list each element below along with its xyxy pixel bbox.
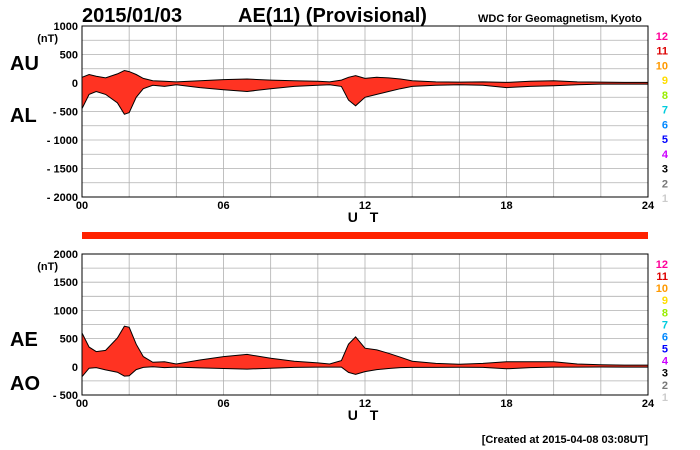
station-count-6: 6 — [662, 331, 668, 343]
au-label: AU — [10, 53, 39, 75]
station-count-4: 4 — [662, 149, 669, 161]
y-tick-label: - 500 — [53, 107, 78, 119]
unit-label-bottom: (nT) — [37, 261, 58, 273]
y-tick-label: - 1000 — [47, 135, 78, 147]
y-tick-label: 2000 — [54, 249, 78, 261]
station-count-4: 4 — [662, 356, 669, 368]
index-title: AE(11) (Provisional) — [238, 5, 427, 27]
y-tick-label: 0 — [72, 78, 78, 90]
created-timestamp: [Created at 2015-04-08 03:08UT] — [482, 434, 649, 446]
y-tick-label: 1000 — [54, 305, 78, 317]
station-scale-top: 12 11 10 9 8 7 6 5 4 3 2 1 — [656, 31, 669, 205]
series-line-ae — [81, 325, 648, 366]
station-count-3: 3 — [662, 164, 668, 176]
al-label: AL — [10, 105, 37, 127]
x-tick-label: 00 — [76, 398, 88, 410]
x-tick-label: 06 — [217, 398, 229, 410]
station-count-2: 2 — [662, 178, 668, 190]
station-count-9: 9 — [662, 295, 668, 307]
station-count-12: 12 — [656, 31, 668, 43]
station-count-6: 6 — [662, 119, 668, 131]
station-count-11: 11 — [656, 46, 668, 58]
station-count-2: 2 — [662, 380, 668, 392]
station-count-7: 7 — [662, 319, 668, 331]
station-count-8: 8 — [662, 307, 668, 319]
x-tick-label: 24 — [642, 200, 655, 212]
area-fill-ae-ao — [82, 326, 648, 377]
series-line-ao — [81, 366, 648, 378]
station-count-9: 9 — [662, 75, 668, 87]
y-tick-label: 0 — [72, 362, 78, 374]
station-count-1: 1 — [662, 392, 668, 404]
x-tick-label: 12 — [359, 200, 371, 212]
y-tick-label: - 500 — [53, 390, 78, 402]
y-tick-label: 1500 — [54, 277, 78, 289]
station-count-5: 5 — [662, 134, 668, 146]
x-axis-label-top: U T — [348, 209, 383, 225]
station-count-11: 11 — [656, 271, 668, 283]
station-count-12: 12 — [656, 259, 668, 271]
ae-label: AE — [10, 329, 38, 351]
y-tick-label: - 2000 — [47, 192, 78, 204]
separator-band — [82, 232, 648, 239]
x-tick-label: 18 — [500, 398, 512, 410]
station-count-5: 5 — [662, 344, 668, 356]
station-count-10: 10 — [656, 283, 668, 295]
x-tick-label: 06 — [217, 200, 229, 212]
source-label: WDC for Geomagnetism, Kyoto — [478, 13, 642, 25]
y-tick-label: - 1500 — [47, 164, 78, 176]
y-tick-label: 1000 — [54, 21, 78, 33]
plot-frame — [81, 25, 649, 198]
station-count-10: 10 — [656, 60, 668, 72]
date-title: 2015/01/03 — [82, 5, 182, 27]
station-count-3: 3 — [662, 368, 668, 380]
series-line-al — [81, 83, 648, 115]
station-count-1: 1 — [662, 193, 668, 205]
x-tick-label: 24 — [642, 398, 655, 410]
series-line-au — [81, 69, 648, 83]
station-count-8: 8 — [662, 90, 668, 102]
y-tick-label: 500 — [60, 334, 78, 346]
x-tick-label: 12 — [359, 398, 371, 410]
x-tick-label: 18 — [500, 200, 512, 212]
station-count-7: 7 — [662, 105, 668, 117]
x-axis-label-bottom: U T — [348, 407, 383, 423]
au-al-panel: (nT) AU AL U T 1000 500 0 - 500 - 1000 - 1500… — [10, 21, 655, 225]
area-fill-au-al — [82, 70, 648, 115]
plot-frame — [81, 253, 649, 396]
unit-label-top: (nT) — [37, 33, 58, 45]
ao-label: AO — [10, 373, 40, 395]
x-tick-label: 00 — [76, 200, 88, 212]
y-tick-label: 500 — [60, 50, 78, 62]
